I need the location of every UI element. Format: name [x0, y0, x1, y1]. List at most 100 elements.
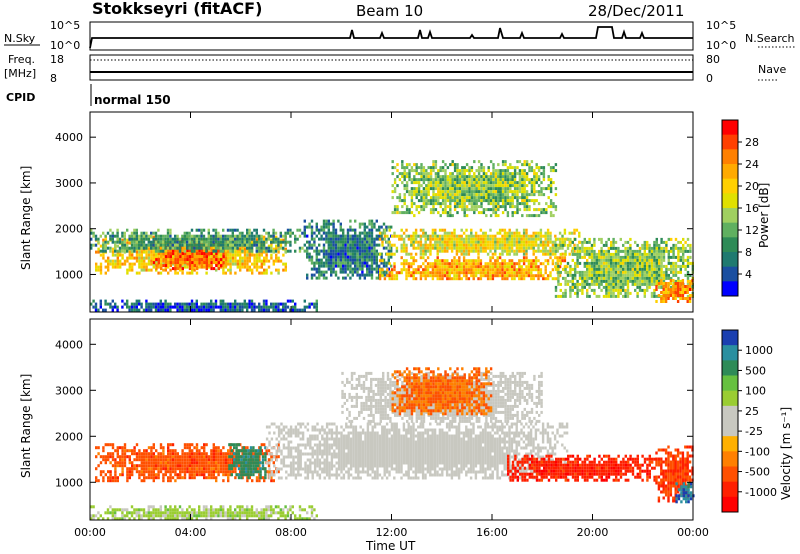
power-cell — [665, 264, 668, 268]
power-cell — [667, 237, 670, 241]
power-cell — [102, 246, 105, 250]
power-cell — [462, 240, 466, 244]
vel-cell — [104, 443, 107, 447]
power-cell — [588, 252, 591, 256]
power-cell — [250, 299, 254, 303]
power-cell — [441, 234, 444, 238]
power-cell — [239, 250, 242, 254]
power-cell — [214, 249, 218, 253]
power-cell — [533, 187, 536, 191]
power-cell — [527, 243, 531, 247]
power-cell — [674, 282, 677, 285]
power-cell — [441, 199, 445, 203]
power-cell — [322, 273, 326, 277]
power-cell — [159, 249, 162, 253]
power-cell — [102, 249, 105, 253]
power-cell — [327, 249, 330, 253]
power-cell — [383, 234, 387, 238]
power-cell — [684, 288, 687, 291]
power-cell — [468, 208, 471, 212]
power-cell — [501, 202, 505, 206]
power-cell — [130, 234, 134, 238]
power-cell — [405, 274, 408, 278]
power-cell — [183, 243, 186, 247]
power-cell — [403, 187, 406, 191]
power-cell — [349, 270, 352, 274]
power-cell — [588, 285, 591, 289]
power-cell — [427, 193, 430, 197]
power-cell — [455, 277, 459, 281]
power-cell — [410, 240, 413, 244]
power-cell — [265, 240, 268, 244]
power-cell — [248, 234, 251, 238]
power-cell — [393, 166, 397, 170]
power-cell — [542, 252, 545, 256]
power-cell — [226, 228, 230, 232]
power-cell — [251, 271, 254, 275]
power-cell — [558, 265, 562, 269]
power-cell — [588, 264, 591, 268]
power-cell — [270, 305, 273, 309]
power-cell — [238, 234, 242, 238]
power-cell — [142, 246, 146, 250]
power-cell — [155, 264, 158, 268]
power-cell — [135, 305, 138, 309]
power-cell — [439, 166, 442, 170]
power-cell — [557, 270, 560, 274]
power-cell — [434, 208, 438, 212]
power-cell — [539, 274, 543, 278]
power-cell — [489, 181, 493, 185]
power-cell — [375, 264, 378, 268]
power-cell — [660, 264, 663, 268]
power-cell — [497, 175, 500, 179]
power-cell — [97, 237, 100, 241]
power-cell — [393, 265, 396, 269]
power-cell — [441, 187, 445, 191]
power-cell — [164, 234, 167, 238]
power-cell — [434, 166, 438, 170]
power-cell — [422, 178, 426, 182]
power-cell — [162, 258, 165, 262]
power-cell — [504, 202, 507, 206]
power-cell — [653, 267, 656, 271]
power-cell — [366, 273, 369, 277]
power-cell — [462, 274, 466, 278]
power-cell — [325, 219, 328, 223]
power-cell — [684, 273, 687, 277]
power-cell — [408, 172, 411, 176]
power-cell — [344, 237, 347, 241]
power-cell — [658, 276, 661, 280]
power-cell — [417, 184, 421, 188]
power-cell — [186, 302, 189, 306]
power-cell — [509, 172, 512, 176]
power-cell — [513, 274, 516, 278]
power-cell — [126, 241, 129, 245]
power-cell — [279, 234, 282, 238]
power-cell — [489, 262, 492, 266]
power-cell — [631, 267, 634, 271]
power-cell — [458, 175, 462, 179]
power-cell — [214, 305, 218, 309]
power-cell — [425, 187, 428, 191]
power-cell — [351, 243, 354, 247]
power-cell — [513, 181, 517, 185]
power-cell — [574, 270, 577, 274]
power-cell — [450, 237, 454, 241]
power-cell — [387, 237, 390, 241]
power-cell — [426, 256, 430, 260]
power-cell — [461, 193, 464, 197]
power-cell — [477, 271, 480, 275]
power-cell — [231, 305, 234, 309]
power-cell — [559, 282, 562, 286]
power-heatmap — [90, 160, 694, 312]
power-cell — [234, 302, 237, 306]
power-cell — [183, 231, 186, 235]
power-cell — [485, 187, 488, 191]
power-cell — [667, 255, 670, 259]
power-cell — [658, 255, 661, 259]
vel-cell — [131, 464, 134, 468]
power-cell — [236, 250, 239, 254]
power-cell — [152, 256, 155, 260]
power-cell — [388, 252, 391, 256]
power-cell — [527, 262, 531, 266]
